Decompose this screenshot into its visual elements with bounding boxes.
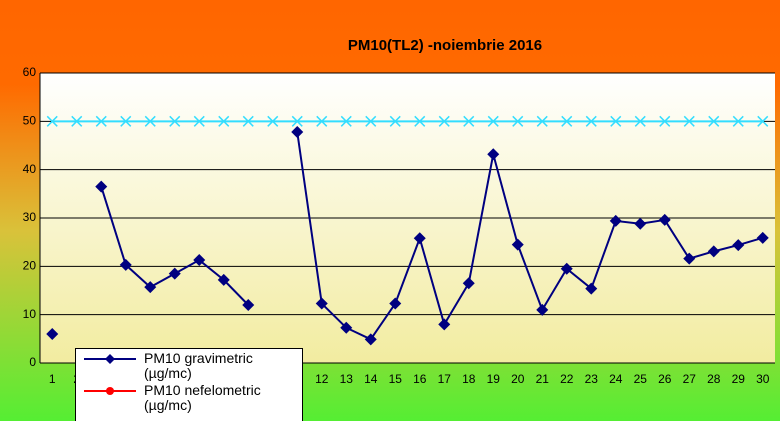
data-point xyxy=(634,115,646,127)
data-point xyxy=(658,213,671,226)
data-point xyxy=(561,115,573,127)
data-point xyxy=(560,262,573,275)
legend-marker xyxy=(105,354,115,364)
x-tick-label: 16 xyxy=(413,372,427,386)
data-point xyxy=(193,115,205,127)
data-point xyxy=(634,217,647,230)
data-point xyxy=(120,115,132,127)
y-tick-label: 10 xyxy=(23,307,37,321)
data-point xyxy=(365,115,377,127)
legend-label: PM10 nefelometric (µg/mc) xyxy=(144,382,261,413)
y-tick-label: 50 xyxy=(23,114,37,128)
x-tick-label: 17 xyxy=(438,372,452,386)
data-point xyxy=(291,115,303,127)
data-point xyxy=(340,321,353,334)
data-point xyxy=(46,328,59,340)
data-point xyxy=(756,231,769,244)
data-point xyxy=(315,297,328,310)
data-point xyxy=(511,238,524,251)
data-point xyxy=(291,125,304,138)
x-tick-label: 19 xyxy=(487,372,501,386)
data-point xyxy=(683,252,696,265)
x-tick-label: 21 xyxy=(536,372,550,386)
x-tick-label: 22 xyxy=(560,372,574,386)
data-point xyxy=(487,115,499,127)
data-point xyxy=(267,115,279,127)
x-tick-label: 24 xyxy=(609,372,623,386)
data-point xyxy=(193,254,206,267)
x-tick-label: 23 xyxy=(585,372,599,386)
chart-title: PM10(TL2) -noiembrie 2016 xyxy=(348,37,542,54)
x-tick-label: 12 xyxy=(315,372,329,386)
legend-item: PM10 nefelometric (µg/mc) xyxy=(76,383,302,413)
y-tick-label: 20 xyxy=(23,259,37,273)
data-point xyxy=(242,299,255,311)
legend-item: PM10 gravimetric (µg/mc) xyxy=(76,351,302,381)
legend-label: PM10 gravimetric (µg/mc) xyxy=(144,350,253,381)
x-tick-label: 30 xyxy=(756,372,770,386)
data-point xyxy=(340,115,352,127)
data-point xyxy=(316,115,328,127)
data-point xyxy=(144,281,157,294)
y-tick-label: 40 xyxy=(23,162,37,176)
data-point xyxy=(683,115,695,127)
data-point xyxy=(242,115,254,127)
x-tick-label: 26 xyxy=(658,372,672,386)
data-point xyxy=(512,115,524,127)
data-point xyxy=(413,232,426,245)
data-point xyxy=(217,273,230,286)
data-point xyxy=(536,115,548,127)
data-point xyxy=(95,115,107,127)
data-point xyxy=(389,297,402,310)
data-point xyxy=(169,115,181,127)
x-tick-label: 1 xyxy=(49,372,56,386)
x-tick-label: 25 xyxy=(634,372,648,386)
legend-marker xyxy=(106,387,114,395)
data-point xyxy=(708,115,720,127)
data-point xyxy=(168,267,181,280)
data-point xyxy=(707,245,720,258)
legend: PM10 gravimetric (µg/mc) PM10 nefelometri… xyxy=(75,348,303,421)
x-tick-label: 20 xyxy=(511,372,525,386)
data-point xyxy=(119,258,132,271)
y-tick-label: 60 xyxy=(23,65,37,79)
x-tick-label: 29 xyxy=(732,372,746,386)
legend-swatch xyxy=(84,387,136,395)
data-point xyxy=(414,115,426,127)
data-point xyxy=(95,180,108,193)
data-point xyxy=(757,115,769,127)
data-point xyxy=(389,115,401,127)
data-point xyxy=(536,303,549,316)
data-point xyxy=(462,277,475,290)
data-point xyxy=(659,115,671,127)
data-point xyxy=(732,239,745,252)
y-tick-label: 0 xyxy=(29,355,36,369)
x-tick-label: 15 xyxy=(389,372,403,386)
data-point xyxy=(438,318,451,331)
data-point xyxy=(585,282,598,295)
x-tick-label: 14 xyxy=(364,372,378,386)
data-point xyxy=(438,115,450,127)
x-tick-label: 27 xyxy=(683,372,697,386)
data-point xyxy=(364,333,377,346)
data-point xyxy=(609,214,622,227)
data-point xyxy=(487,148,500,161)
data-point xyxy=(71,115,83,127)
data-point xyxy=(610,115,622,127)
x-tick-label: 13 xyxy=(340,372,354,386)
x-tick-label: 28 xyxy=(707,372,721,386)
x-tick-label: 18 xyxy=(462,372,476,386)
y-tick-label: 30 xyxy=(23,210,37,224)
data-point xyxy=(46,115,58,127)
data-point xyxy=(585,115,597,127)
data-point xyxy=(144,115,156,127)
data-point xyxy=(463,115,475,127)
data-point xyxy=(218,115,230,127)
data-point xyxy=(732,115,744,127)
legend-swatch xyxy=(84,354,136,364)
